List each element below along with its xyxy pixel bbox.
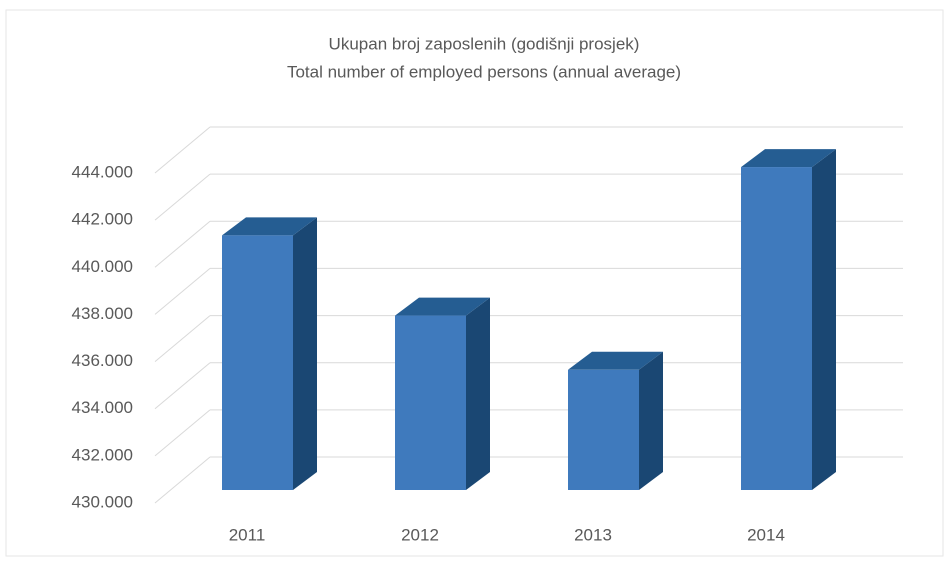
bar-side — [812, 149, 836, 491]
y-tick-label: 434.000 — [72, 398, 133, 417]
bar-side — [293, 217, 317, 490]
grid-line — [154, 126, 211, 174]
chart-title: Ukupan broj zaposlenih (godišnji prosjek… — [329, 34, 640, 53]
bar-top — [222, 217, 317, 236]
y-tick-label: 444.000 — [72, 162, 133, 181]
y-tick-label: 440.000 — [72, 257, 133, 276]
y-tick-label: 438.000 — [72, 304, 133, 323]
bar-top — [395, 297, 490, 316]
grid-line — [154, 173, 211, 221]
x-tick-label: 2014 — [747, 525, 785, 544]
bar-side — [639, 351, 663, 490]
grid-line — [154, 362, 211, 410]
y-tick-label: 442.000 — [72, 210, 133, 229]
y-tick-label: 432.000 — [72, 445, 133, 464]
bar-top — [741, 149, 836, 168]
bar — [741, 167, 812, 491]
bar — [395, 315, 466, 490]
y-tick-label: 436.000 — [72, 351, 133, 370]
grid-line — [154, 409, 211, 457]
grid-line — [154, 315, 211, 362]
bar — [568, 369, 639, 490]
grid-line — [154, 268, 211, 315]
y-tick-label: 430.000 — [72, 492, 133, 511]
grid-line — [154, 220, 211, 268]
chart-subtitle: Total number of employed persons (annual… — [287, 62, 681, 81]
bar-side — [466, 297, 490, 490]
bar — [222, 235, 293, 490]
x-tick-label: 2013 — [574, 525, 612, 544]
x-tick-label: 2012 — [401, 525, 439, 544]
x-tick-label: 2011 — [229, 525, 266, 544]
bar-top — [568, 351, 663, 370]
grid-line — [154, 456, 211, 504]
